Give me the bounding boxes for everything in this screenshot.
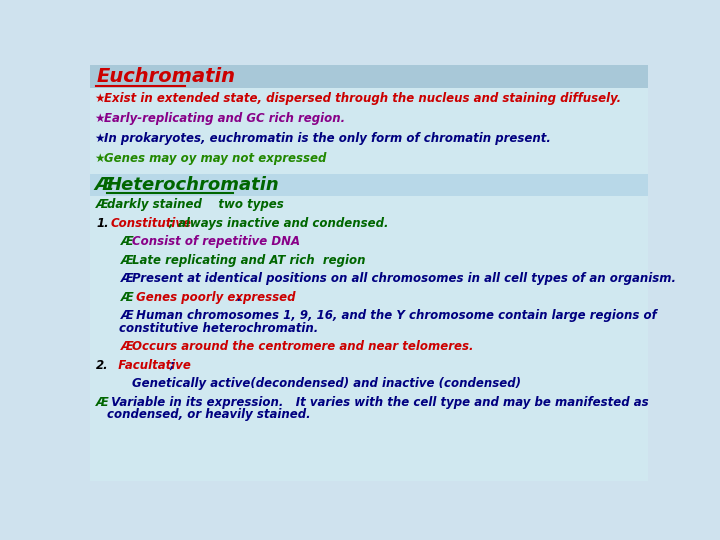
Bar [90,65,648,88]
Text: Genes may oy may not expressed: Genes may oy may not expressed [104,152,326,165]
Text: Æ: Æ [121,340,134,353]
Text: Present at identical positions on all chromosomes in all cell types of an organi: Present at identical positions on all ch… [132,272,676,285]
Text: .: . [236,291,240,304]
Text: constitutive heterochromatin.: constitutive heterochromatin. [120,322,319,335]
Text: condensed, or heavily stained.: condensed, or heavily stained. [107,408,310,421]
Text: In prokaryotes, euchromatin is the only form of chromatin present.: In prokaryotes, euchromatin is the only … [104,132,551,145]
Text: Æ: Æ [94,176,114,194]
Text: ★: ★ [94,132,105,145]
Text: Æ: Æ [121,235,134,248]
Text: Æ: Æ [96,396,109,409]
Text: 1.: 1. [96,217,109,230]
Text: Occurs around the centromere and near telomeres.: Occurs around the centromere and near te… [132,340,473,353]
Text: Heterochromatin: Heterochromatin [107,176,280,194]
Bar [90,195,648,481]
Text: ★: ★ [94,92,105,105]
Text: Æ: Æ [121,272,134,285]
Text: Facultative: Facultative [110,359,191,372]
Text: darkly stained    two types: darkly stained two types [107,198,284,212]
Text: 2.: 2. [96,359,109,372]
Text: ; always inactive and condensed.: ; always inactive and condensed. [165,217,388,230]
Text: Æ: Æ [96,198,109,212]
Text: Constitutive: Constitutive [110,217,191,230]
Text: ;: ; [169,359,174,372]
Text: Human chromosomes 1, 9, 16, and the Y chromosome contain large regions of: Human chromosomes 1, 9, 16, and the Y ch… [132,309,657,322]
Text: Æ: Æ [121,309,134,322]
Text: Exist in extended state, dispersed through the nucleus and staining diffusely.: Exist in extended state, dispersed throu… [104,92,621,105]
Text: Genes poorly expressed: Genes poorly expressed [132,291,295,304]
Text: ★: ★ [94,112,105,125]
Text: Consist of repetitive DNA: Consist of repetitive DNA [132,235,300,248]
Text: ★: ★ [94,152,105,165]
Text: Variable in its expression.   It varies with the cell type and may be manifested: Variable in its expression. It varies wi… [107,396,649,409]
Bar [90,174,648,195]
Bar [90,88,648,174]
Text: Æ: Æ [121,254,134,267]
Text: Genetically active(decondensed) and inactive (condensed): Genetically active(decondensed) and inac… [132,377,521,390]
Text: Æ: Æ [121,291,134,304]
Text: Early-replicating and GC rich region.: Early-replicating and GC rich region. [104,112,345,125]
Text: Late replicating and AT rich  region: Late replicating and AT rich region [132,254,365,267]
Text: Euchromatin: Euchromatin [96,67,235,86]
